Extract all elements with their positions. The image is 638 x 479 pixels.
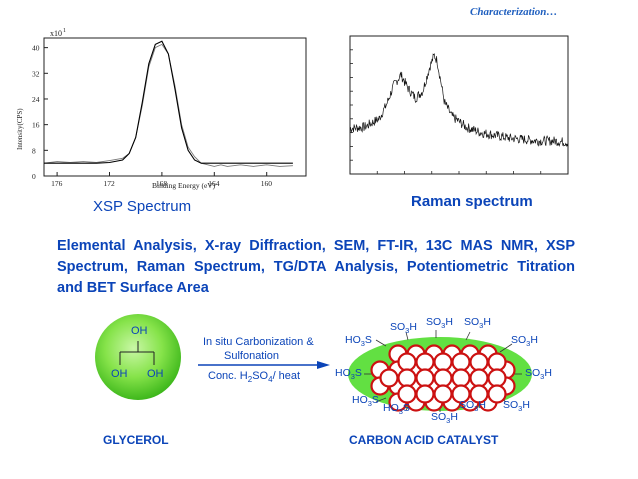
carbon-ring (469, 368, 489, 388)
carbon-ring (451, 368, 471, 388)
xsp-x-tick-label: 176 (51, 179, 63, 188)
carbon-acid-catalyst-particle (348, 330, 532, 412)
carbon-ring (487, 352, 507, 372)
xsp-y-tick-label: 8 (32, 146, 36, 155)
xsp-x-tick-label: 164 (208, 179, 220, 188)
carbon-ring (487, 368, 507, 388)
group-ho3s-4: HO3S (383, 402, 410, 417)
catalyst-carbon-rings (370, 344, 516, 412)
carbon-ring (433, 368, 453, 388)
xsp-plot-frame (43, 37, 307, 177)
xsp-multiplier-exp: 1 (63, 28, 66, 34)
xsp-series-2 (44, 40, 293, 164)
group-so3h-7: SO3H (459, 399, 486, 414)
group-so3h-8: SO3H (503, 399, 530, 414)
characterization-methods-text: Elemental Analysis, X-ray Diffraction, S… (57, 238, 575, 296)
raman-plot-frame (349, 35, 569, 175)
xsp-y-tick-label: 16 (32, 121, 40, 130)
group-ho3s-2: HO3S (335, 367, 362, 382)
carbon-ring (415, 368, 435, 388)
xsp-x-tick-label: 168 (156, 179, 168, 188)
xsp-caption: XSP Spectrum (93, 198, 192, 215)
group-so3h-1: SO3H (390, 321, 417, 336)
xsp-spectrum-chart: x10 1 Intensity(CPS) Binding Energy (eV)… (16, 28, 307, 190)
carbon-ring (397, 368, 417, 388)
carbon-ring (469, 352, 489, 372)
group-so3h-3: SO3H (464, 316, 491, 331)
carbon-ring (433, 384, 453, 404)
group-so3h-6: SO3H (431, 411, 458, 426)
carbon-ring (415, 384, 435, 404)
xsp-y-tick-label: 24 (32, 95, 40, 104)
xsp-multiplier: x10 (50, 29, 62, 38)
carbon-ring (397, 384, 417, 404)
glycerol-oh-top: OH (131, 325, 148, 337)
carbon-ring (415, 352, 435, 372)
glycerol-oh-right: OH (147, 368, 164, 380)
raman-axis-ticks (349, 35, 569, 175)
xsp-y-tick-label: 40 (32, 44, 40, 53)
reaction-arrow-icon (198, 361, 330, 369)
raman-series-group (349, 53, 569, 148)
section-header: Characterization… (470, 6, 558, 18)
xsp-x-axis-label: Binding Energy (eV) (152, 181, 216, 190)
group-so3h-2: SO3H (426, 316, 453, 331)
raman-spectrum-chart (349, 35, 569, 175)
group-ho3s-1: HO3S (345, 334, 372, 349)
reaction-label-line2: Sulfonation (224, 350, 280, 362)
reaction-label-line1: In situ Carbonization & (203, 336, 314, 348)
reaction-conditions: Conc. H2SO4/ heat (208, 370, 301, 385)
xsp-y-tick-label: 0 (32, 172, 36, 181)
carbon-ring (433, 352, 453, 372)
glycerol-oh-left: OH (111, 368, 128, 380)
carbon-ring (487, 384, 507, 404)
xsp-series-group (43, 40, 293, 167)
xsp-x-tick-label: 160 (261, 179, 273, 188)
glycerol-sphere (95, 314, 181, 400)
xsp-y-axis-label: Intensity(CPS) (16, 108, 24, 150)
group-so3h-5: SO3H (525, 367, 552, 382)
raman-caption: Raman spectrum (411, 193, 533, 210)
xsp-x-tick-label: 172 (104, 179, 116, 188)
raman-series (349, 53, 569, 148)
glycerol-label: GLYCEROL (103, 433, 169, 447)
group-ho3s-3: HO3S (352, 394, 379, 409)
carbon-ring (451, 352, 471, 372)
xsp-y-tick-label: 32 (32, 69, 40, 78)
carbon-ring (397, 352, 417, 372)
group-so3h-4: SO3H (511, 334, 538, 349)
catalyst-label: CARBON ACID CATALYST (349, 433, 499, 447)
carbon-ring (379, 368, 399, 388)
